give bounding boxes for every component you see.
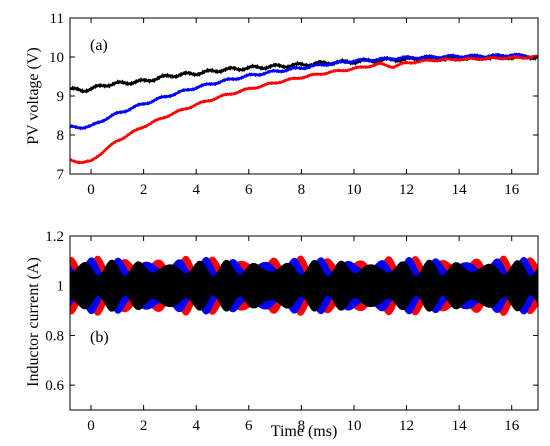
panel-a-frame xyxy=(69,17,539,175)
y-tick-label: 11 xyxy=(50,11,64,27)
x-tick-label: 16 xyxy=(504,418,520,434)
y-tick-label: 8 xyxy=(57,128,65,144)
panel-b-ylabel: Inductor current (A) xyxy=(25,257,42,387)
y-tick-label: 10 xyxy=(49,50,64,66)
x-tick-label: 8 xyxy=(298,418,306,434)
x-tick-label: 6 xyxy=(245,418,253,434)
panel-b-label: (b) xyxy=(90,329,109,346)
y-tick-label: 0.6 xyxy=(45,378,64,394)
voltage-series-0 xyxy=(70,52,538,94)
x-tick-label: 12 xyxy=(399,182,414,198)
x-tick-label: 14 xyxy=(452,418,468,434)
y-tick-label: 1 xyxy=(57,279,65,295)
x-tick-label: 0 xyxy=(87,418,95,434)
panel-a-series xyxy=(70,52,538,165)
x-tick-label: 10 xyxy=(346,182,361,198)
x-tick-label: 6 xyxy=(245,182,253,198)
panel-b-series xyxy=(70,255,538,316)
panel-a: 0 2 4 6 8 10 12 14 16 7 8 9 10 11 (a) PV voltage (V) xyxy=(25,11,539,198)
voltage-series-2 xyxy=(70,54,538,165)
x-tick-label: 8 xyxy=(298,182,306,198)
x-tick-label: 4 xyxy=(192,418,200,434)
x-tick-label: 2 xyxy=(140,182,148,198)
x-tick-label: 0 xyxy=(87,182,95,198)
voltage-series-1 xyxy=(70,52,538,131)
panel-b: 0 2 4 6 8 10 12 14 16 0.6 0.8 1 1.2 (b) Inductor cur… xyxy=(25,229,539,440)
panel-a-ticks: 0 2 4 6 8 10 12 14 16 7 8 9 10 11 xyxy=(49,11,538,198)
panel-a-label: (a) xyxy=(90,37,108,54)
y-tick-label: 7 xyxy=(57,167,65,183)
x-tick-label: 10 xyxy=(346,418,361,434)
x-tick-label: 4 xyxy=(192,182,200,198)
current-series-2 xyxy=(70,259,538,312)
panel-a-ylabel: PV voltage (V) xyxy=(25,47,42,144)
y-tick-label: 9 xyxy=(57,89,65,105)
panel-b-ticks: 0 2 4 6 8 10 12 14 16 0.6 0.8 1 1.2 xyxy=(45,229,538,434)
panel-b-frame xyxy=(69,235,539,411)
y-tick-label: 0.8 xyxy=(45,328,64,344)
x-tick-label: 16 xyxy=(504,182,520,198)
x-tick-label: 2 xyxy=(140,418,148,434)
panel-b-xlabel: Time (ms) xyxy=(271,423,338,440)
x-tick-label: 14 xyxy=(452,182,468,198)
y-tick-label: 1.2 xyxy=(45,229,64,245)
x-tick-label: 12 xyxy=(399,418,414,434)
